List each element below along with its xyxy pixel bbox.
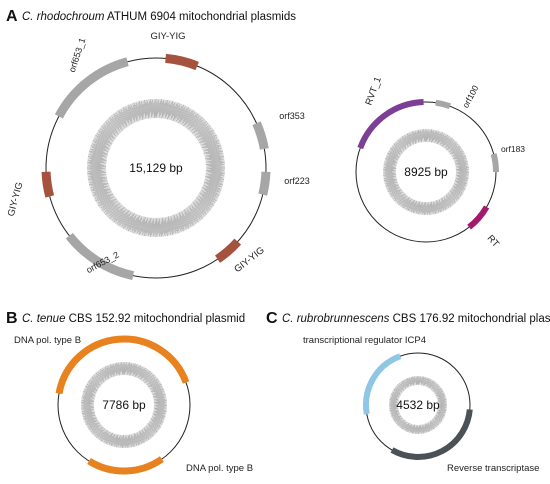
- gene-label: DNA pol. type B: [14, 335, 81, 346]
- sequence-ring-ticks: [389, 376, 447, 434]
- gene-label: transcriptional regulator ICP4: [303, 335, 426, 346]
- sequence-ring: [389, 376, 447, 434]
- panel-a-letter: A: [6, 8, 18, 25]
- panel-a-title-text: C. rhodochroum ATHUM 6904 mitochondrial …: [22, 11, 296, 23]
- gene-label: Reverse transcriptase: [447, 463, 539, 474]
- gene-arc: [214, 238, 242, 263]
- panel-a-species: C. rhodochroum: [22, 11, 105, 23]
- gene-arc: [87, 456, 164, 475]
- gene-label: DNA pol. type B: [186, 463, 253, 474]
- plasmid-size-label: 15,129 bp: [129, 161, 183, 175]
- gene-arc: [252, 121, 269, 150]
- gene-label: GIY-YIG: [6, 181, 26, 218]
- gene-arc: [165, 53, 199, 71]
- panel-b-letter: B: [6, 310, 18, 327]
- plasmid-map-a1: 15,129 bp orf653_1 GIY-YIG orf353 orf223…: [6, 31, 310, 280]
- panel-b-title-text: C. tenue CBS 152.92 mitochondrial plasmi…: [22, 313, 245, 325]
- gene-label: RVT_1: [363, 75, 383, 106]
- sequence-ring-ticks: [81, 362, 167, 448]
- panel-b-species: C. tenue: [22, 313, 65, 325]
- sequence-ring: [81, 362, 167, 448]
- gene-label: orf353: [279, 111, 305, 121]
- gene-label: orf100: [460, 83, 480, 109]
- panel-c-title: C C. rubrobrunnescens CBS 176.92 mitocho…: [266, 310, 550, 327]
- gene-arc: [54, 57, 129, 119]
- panel-c-title-rest: CBS 176.92 mitochondrial plasmid: [389, 313, 550, 325]
- panel-c-letter: C: [266, 310, 278, 327]
- gene-label: GIY-YIG: [150, 31, 185, 42]
- gene-arc: [435, 99, 451, 110]
- panel-b-title: B C. tenue CBS 152.92 mitochondrial plas…: [6, 310, 245, 327]
- gene-label: orf223: [284, 176, 310, 186]
- sequence-ring: [383, 129, 469, 215]
- gene-arcs: [363, 353, 473, 460]
- gene-label: RT: [485, 233, 502, 250]
- sequence-ring-ticks: [87, 99, 225, 237]
- sequence-ring: [87, 99, 225, 237]
- gene-label: orf183: [501, 144, 525, 154]
- gene-arcs: [55, 335, 190, 475]
- plasmid-size-label: 8925 bp: [404, 165, 448, 179]
- plasmid-map-c: 4532 bp transcriptional regulator ICP4 R…: [303, 335, 539, 474]
- plasmid-size-label: 4532 bp: [396, 398, 440, 412]
- gene-label: orf653_1: [67, 37, 87, 74]
- panel-a-title: A C. rhodochroum ATHUM 6904 mitochondria…: [6, 8, 296, 25]
- gene-label: GIY-YIG: [232, 245, 266, 275]
- gene-arc: [41, 171, 55, 198]
- gene-arc: [55, 335, 190, 395]
- gene-arc: [258, 171, 271, 196]
- plasmid-map-a2: 8925 bp RVT_1 orf100 orf183 RT: [355, 75, 525, 250]
- plasmid-map-b: 7786 bp DNA pol. type B DNA pol. type B: [14, 335, 253, 475]
- sequence-ring-ticks: [383, 129, 469, 215]
- gene-arc: [363, 353, 402, 415]
- panel-b-title-rest: CBS 152.92 mitochondrial plasmid: [65, 313, 245, 325]
- plasmid-size-label: 7786 bp: [102, 398, 146, 412]
- panel-a-title-rest: ATHUM 6904 mitochondrial plasmids: [104, 11, 296, 23]
- gene-arcs: [357, 99, 499, 230]
- gene-arc: [390, 409, 473, 460]
- gene-arc: [467, 205, 490, 230]
- plasmid-backbone: [45, 57, 267, 279]
- gene-arc: [490, 153, 499, 173]
- panel-c-title-text: C. rubrobrunnescens CBS 176.92 mitochond…: [282, 313, 550, 325]
- gene-arcs: [41, 53, 271, 280]
- gene-arc: [65, 232, 135, 280]
- panel-c-species: C. rubrobrunnescens: [282, 313, 390, 325]
- gene-arc: [357, 99, 424, 150]
